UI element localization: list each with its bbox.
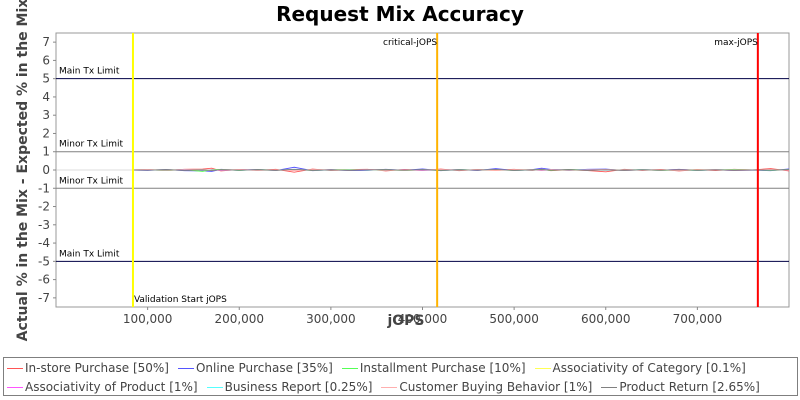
chart-title: Request Mix Accuracy: [276, 2, 524, 26]
y-tick-label: -4: [38, 236, 50, 250]
limit-label: Minor Tx Limit: [59, 176, 124, 186]
legend-label: Installment Purchase [10%]: [359, 361, 526, 375]
legend-item: Installment Purchase [10%]: [339, 361, 526, 375]
series-line: [132, 168, 790, 172]
legend-swatch: [601, 386, 618, 388]
legend-swatch: [381, 386, 398, 388]
legend-swatch: [7, 367, 23, 369]
legend-item: Associativity of Product [1%]: [4, 380, 198, 394]
y-tick-label: -1: [38, 181, 50, 195]
limit-label: Main Tx Limit: [59, 67, 120, 77]
legend-item: Product Return [2.65%]: [598, 380, 760, 394]
legend-row: Associativity of Product [1%] Business Re…: [4, 378, 766, 396]
limit-label: Minor Tx Limit: [59, 140, 124, 150]
y-tick-label: 2: [42, 126, 50, 140]
y-tick-label: -5: [38, 254, 50, 268]
marker-label: Validation Start jOPS: [134, 295, 227, 305]
series-lines: [132, 166, 790, 173]
x-tick-label: 200,000: [214, 312, 264, 326]
legend-swatch: [7, 386, 23, 388]
x-tick-label: 700,000: [673, 312, 723, 326]
legend-row: In-store Purchase [50%] Online Purchase […: [4, 359, 752, 377]
y-tick-label: 0: [42, 163, 50, 177]
legend-swatch: [206, 386, 223, 388]
legend-item: Business Report [0.25%]: [204, 380, 373, 394]
vertical-markers: Validation Start jOPS critical-jOPS max-jO…: [131, 33, 759, 307]
legend-label: Customer Buying Behavior [1%]: [399, 380, 593, 394]
y-tick-label: -7: [38, 291, 50, 305]
legend-swatch: [177, 367, 194, 369]
x-axis-title: jOPS: [386, 313, 424, 329]
y-tick-label: 4: [42, 90, 50, 104]
legend-item: In-store Purchase [50%]: [4, 361, 169, 375]
legend-label: In-store Purchase [50%]: [25, 361, 169, 375]
y-tick-label: -3: [38, 218, 50, 232]
y-tick-label: -6: [38, 273, 50, 287]
marker-label: max-jOPS: [714, 38, 758, 48]
y-tick-label: 7: [42, 35, 50, 49]
y-tick-label: -2: [38, 200, 50, 214]
y-tick-label: 1: [42, 145, 50, 159]
legend-label: Associativity of Category [0.1%]: [552, 361, 746, 375]
x-axis: 100,000 200,000 300,000 400,000 500,000 600,0…: [123, 307, 722, 326]
legend-label: Online Purchase [35%]: [195, 361, 333, 375]
legend-label: Business Report [0.25%]: [224, 380, 373, 394]
legend-item: Online Purchase [35%]: [175, 361, 333, 375]
marker-label: critical-jOPS: [383, 38, 437, 48]
y-axis: 7 6 5 4 3 2 1 0 -1 -2 -3 -4 -5 -6 -7: [38, 35, 56, 305]
limit-label: Main Tx Limit: [59, 249, 120, 259]
x-tick-label: 500,000: [489, 312, 539, 326]
legend-swatch: [534, 367, 551, 369]
x-tick-label: 600,000: [581, 312, 631, 326]
x-tick-label: 100,000: [123, 312, 173, 326]
legend-item: Customer Buying Behavior [1%]: [378, 380, 592, 394]
legend-label: Product Return [2.65%]: [619, 380, 760, 394]
legend-item: Associativity of Category [0.1%]: [532, 361, 746, 375]
x-tick-label: 300,000: [306, 312, 356, 326]
chart-legend: In-store Purchase [50%] Online Purchase […: [3, 357, 798, 396]
y-tick-label: 3: [42, 108, 50, 122]
legend-swatch: [341, 367, 358, 369]
y-tick-label: 5: [42, 72, 50, 86]
y-axis-title: Actual % in the Mix - Expected % in the …: [15, 0, 31, 341]
y-tick-label: 6: [42, 53, 50, 67]
legend-label: Associativity of Product [1%]: [25, 380, 198, 394]
x-tick-label: 400,000: [398, 312, 448, 326]
